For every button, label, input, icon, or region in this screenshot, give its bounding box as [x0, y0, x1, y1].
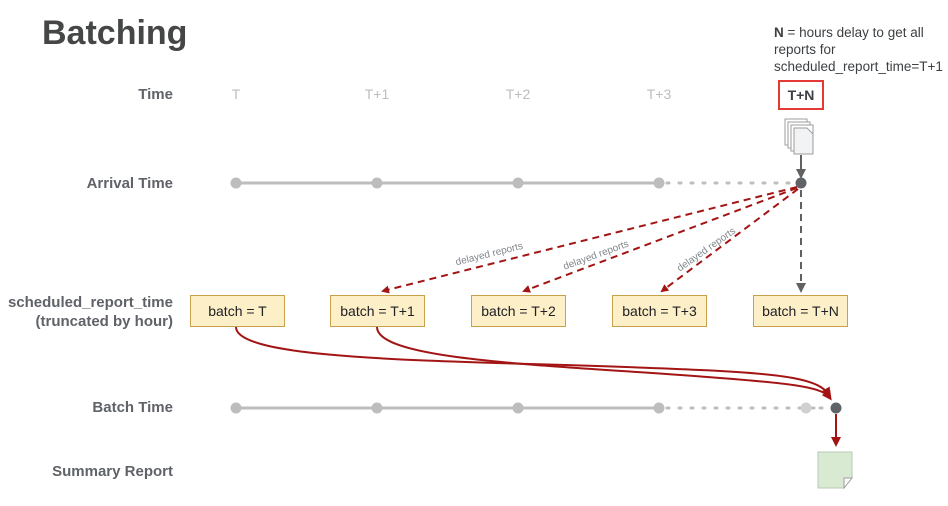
arrival-node-t	[230, 177, 242, 189]
delayed-label-3: delayed reports	[675, 226, 738, 275]
note-emphasis: N	[774, 25, 784, 40]
tick-t-plus-1: T+1	[364, 86, 390, 102]
arrival-node-t-plus-n	[795, 177, 807, 189]
note-text: = hours delay to get all reports for sch…	[774, 25, 943, 74]
row-label-batch-time: Batch Time	[92, 399, 173, 416]
batch-box-t-plus-1: batch = T+1	[330, 295, 425, 327]
tick-t-plus-2: T+2	[505, 86, 531, 102]
batch-timeline	[230, 402, 842, 414]
batch-box-t-plus-3: batch = T+3	[612, 295, 707, 327]
n-definition-note: N = hours delay to get all reports for s…	[774, 24, 946, 75]
tick-t-plus-3: T+3	[646, 86, 672, 102]
row-label-scheduled-report-time: scheduled_report_time (truncated by hour…	[8, 293, 173, 331]
batch-node-aggregate	[830, 402, 842, 414]
row-label-scheduled-line2: (truncated by hour)	[35, 313, 174, 330]
batch-box-t-plus-n: batch = T+N	[753, 295, 848, 327]
tick-t-plus-n-highlight: T+N	[778, 80, 824, 110]
arrival-node-t-plus-3	[653, 177, 665, 189]
batch-box-t: batch = T	[190, 295, 285, 327]
row-label-scheduled-line1: scheduled_report_time	[7, 294, 173, 311]
row-label-arrival-time: Arrival Time	[86, 175, 173, 192]
batch-node-t-plus-n-prev	[800, 402, 812, 414]
batch-node-t-plus-3	[653, 402, 665, 414]
arrival-timeline	[230, 177, 807, 189]
batch-node-t-plus-1	[371, 402, 383, 414]
tick-t-plus-n: T+N	[787, 87, 815, 103]
reports-stack-icon	[784, 118, 814, 155]
tick-t: T	[231, 86, 241, 102]
arrival-node-t-plus-1	[371, 177, 383, 189]
diagram-title: Batching	[42, 14, 188, 52]
row-label-time: Time	[138, 86, 173, 103]
batch-node-t-plus-2	[512, 402, 524, 414]
batch-node-t	[230, 402, 242, 414]
batch-to-summary-arrows	[235, 326, 832, 401]
row-label-summary-report: Summary Report	[52, 463, 173, 480]
arrival-node-t-plus-2	[512, 177, 524, 189]
batch-box-t-plus-2: batch = T+2	[471, 295, 566, 327]
summary-report-icon	[817, 451, 854, 490]
delayed-report-arrows	[381, 186, 806, 294]
